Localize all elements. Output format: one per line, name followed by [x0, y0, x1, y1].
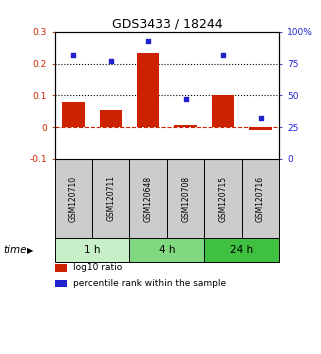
Bar	[167, 159, 204, 238]
Bar	[62, 102, 84, 127]
Point	[258, 115, 263, 121]
Point	[71, 52, 76, 58]
Text: 4 h: 4 h	[159, 245, 175, 255]
Text: 24 h: 24 h	[230, 245, 253, 255]
Bar	[55, 238, 129, 262]
Text: GSM120648: GSM120648	[144, 176, 153, 222]
Text: GSM120708: GSM120708	[181, 176, 190, 222]
Bar	[100, 110, 122, 127]
Text: percentile rank within the sample: percentile rank within the sample	[73, 279, 226, 288]
Bar	[204, 238, 279, 262]
Text: log10 ratio: log10 ratio	[73, 263, 122, 272]
Text: GSM120715: GSM120715	[219, 176, 228, 222]
Bar	[55, 264, 67, 272]
Bar	[129, 159, 167, 238]
Point	[183, 96, 188, 102]
Bar	[137, 52, 160, 127]
Point	[221, 52, 226, 58]
Text: ▶: ▶	[27, 246, 34, 255]
Bar	[204, 159, 242, 238]
Text: GSM120716: GSM120716	[256, 176, 265, 222]
Bar	[174, 125, 197, 127]
Bar	[242, 159, 279, 238]
Bar	[55, 159, 92, 238]
Point	[108, 58, 113, 64]
Bar	[212, 96, 234, 127]
Bar	[55, 280, 67, 287]
Text: GSM120710: GSM120710	[69, 176, 78, 222]
Bar	[92, 159, 129, 238]
Bar	[129, 238, 204, 262]
Text: time: time	[3, 245, 27, 255]
Title: GDS3433 / 18244: GDS3433 / 18244	[112, 18, 222, 31]
Text: 1 h: 1 h	[84, 245, 100, 255]
Bar	[249, 127, 272, 130]
Point	[146, 38, 151, 44]
Text: GSM120711: GSM120711	[106, 176, 115, 222]
